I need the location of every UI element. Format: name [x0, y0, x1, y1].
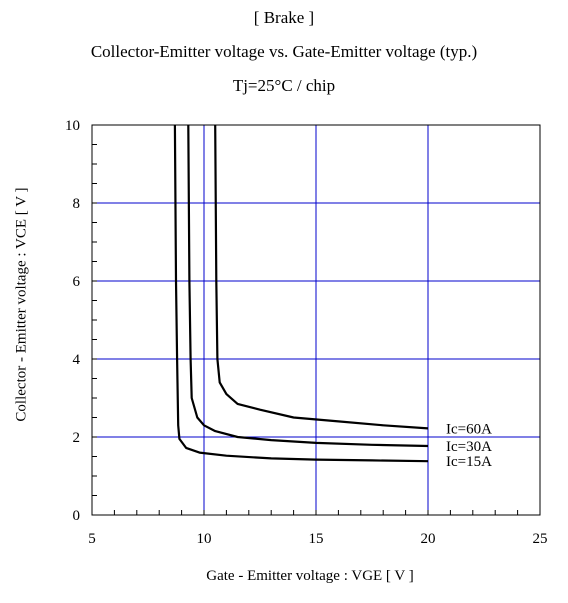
x-tick-label: 20: [421, 531, 436, 547]
y-tick-label: 8: [73, 196, 81, 212]
y-axis-label: Collector - Emitter voltage : VCE [ V ]: [13, 187, 30, 422]
x-tick-label: 5: [88, 531, 96, 547]
x-tick-label: 25: [533, 531, 548, 547]
series-line: [187, 124, 429, 448]
plot-frame: [91, 124, 541, 516]
series-line: [173, 124, 429, 463]
series-label: Ic=60A: [446, 421, 492, 437]
chart-condition: Tj=25°C / chip: [232, 76, 336, 95]
y-tick-label: 10: [65, 118, 80, 134]
y-tick-label: 0: [73, 508, 81, 524]
x-tick-label: 15: [309, 531, 324, 547]
chart-title: [ Brake ]: [253, 8, 315, 27]
series-label: Ic=15A: [446, 454, 492, 470]
y-tick-label: 2: [73, 430, 81, 446]
x-axis-label: Gate - Emitter voltage : VGE [ V ]: [206, 568, 414, 584]
y-tick-label: 6: [73, 274, 81, 290]
series-label: Ic=30A: [446, 439, 492, 455]
chart-subtitle: Collector-Emitter voltage vs. Gate-Emitt…: [90, 42, 478, 61]
x-tick-label: 10: [197, 531, 212, 547]
series-line: [214, 124, 429, 430]
y-tick-label: 4: [73, 352, 81, 368]
